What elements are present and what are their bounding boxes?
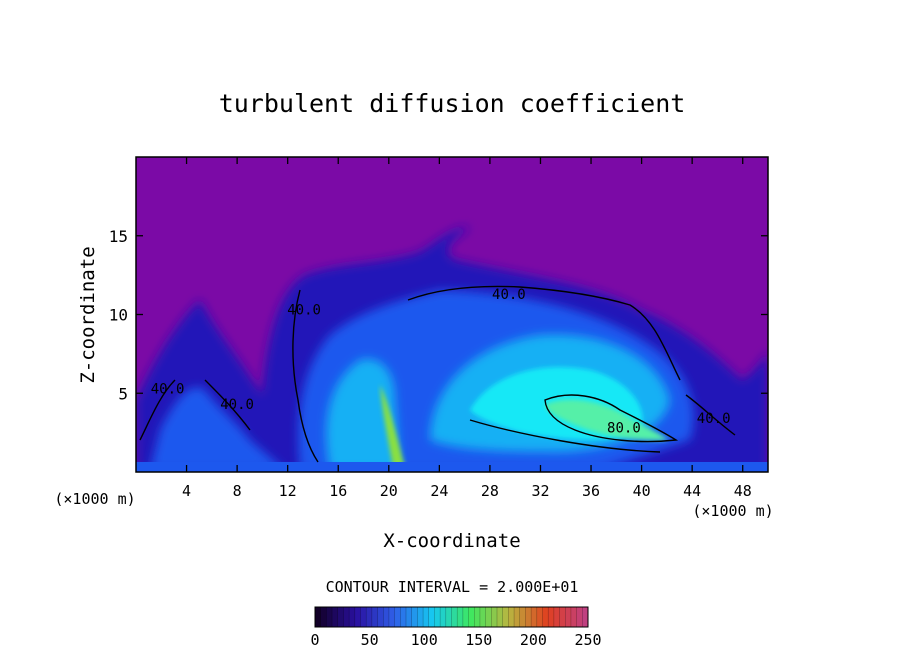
colorbar-cell xyxy=(582,607,589,627)
colorbar-cell xyxy=(377,607,384,627)
colorbar-cell xyxy=(371,607,379,627)
colorbar-cell xyxy=(462,607,470,627)
colorbar-cell xyxy=(423,607,430,627)
x-tick-label: 20 xyxy=(380,482,398,500)
colorbar-cell xyxy=(542,607,549,627)
colorbar-cell xyxy=(559,607,566,627)
x-axis-label: X-coordinate xyxy=(383,530,520,552)
chart-title: turbulent diffusion coefficient xyxy=(219,89,686,118)
contour-interval-label: CONTOUR INTERVAL = 2.000E+01 xyxy=(326,578,579,596)
x-tick-label: 36 xyxy=(582,482,600,500)
colorbar-cell xyxy=(337,607,344,627)
colorbar-cell xyxy=(497,607,504,627)
contour-labels: 40.0 40.0 40.0 40.0 80.0 40.0 xyxy=(151,287,731,437)
contour-label: 40.0 xyxy=(220,397,254,413)
contour-label: 40.0 xyxy=(287,303,321,319)
colorbar-cell xyxy=(360,607,367,627)
colorbar-cell xyxy=(565,607,572,627)
x-tick-label: 16 xyxy=(329,482,347,500)
colorbar-tick-label: 250 xyxy=(574,631,601,649)
contour-lines xyxy=(139,285,736,463)
x-tick-label: 40 xyxy=(633,482,651,500)
colorbar-cell xyxy=(445,607,452,627)
plot-area: 40.0 40.0 40.0 40.0 80.0 40.0 xyxy=(136,157,768,472)
contour-label: 40.0 xyxy=(151,381,185,397)
contour-label: 80.0 xyxy=(607,421,641,437)
colorbar-cell xyxy=(383,607,390,627)
colorbar-cell xyxy=(354,607,361,627)
colorbar-cell xyxy=(434,607,441,627)
colorbar-cell xyxy=(548,607,555,627)
colorbar-cell xyxy=(326,607,333,627)
x-tick-label: 4 xyxy=(182,482,191,500)
colorbar-cell xyxy=(531,607,538,627)
colorbar-cell xyxy=(519,607,526,627)
colorbar-cell xyxy=(553,607,561,627)
x-tick-label: 48 xyxy=(734,482,752,500)
colorbar-tick-label: 150 xyxy=(465,631,492,649)
colorbar-cell xyxy=(343,607,350,627)
field-region-jet xyxy=(380,385,406,472)
colorbar-cell xyxy=(479,607,487,627)
x-tick-label: 24 xyxy=(430,482,448,500)
colorbar-cell xyxy=(366,607,373,627)
colorbar-cell xyxy=(406,607,413,627)
y-axis-label: Z-coordinate xyxy=(77,246,99,383)
colorbar-cell xyxy=(576,607,583,627)
field-region-surface xyxy=(136,462,768,472)
colorbar-tick-label: 100 xyxy=(411,631,438,649)
colorbar-cell xyxy=(400,607,407,627)
x-tick-label: 12 xyxy=(279,482,297,500)
colorbar-cell xyxy=(332,607,339,627)
colorbar-cell xyxy=(525,607,532,627)
diffusion-field xyxy=(136,227,768,472)
colorbar-cell xyxy=(411,607,418,627)
x-axis: 4 8 12 16 20 24 28 32 36 40 44 48 xyxy=(182,157,752,500)
colorbar-cell xyxy=(315,607,322,627)
colorbar-cell xyxy=(514,607,521,627)
colorbar-cell xyxy=(349,607,356,627)
colorbar-cell xyxy=(394,607,401,627)
colorbar-cell xyxy=(468,607,475,627)
colorbar-cell xyxy=(457,607,464,627)
colorbar-cell xyxy=(320,607,327,627)
colorbar-cell xyxy=(428,607,435,627)
x-unit-left: (×1000 m) xyxy=(54,490,135,508)
contour-label: 40.0 xyxy=(697,411,731,427)
colorbar-cell xyxy=(440,607,447,627)
colorbar-cell xyxy=(451,607,458,627)
y-tick-label: 10 xyxy=(109,306,128,325)
colorbar-cell xyxy=(491,607,498,627)
colorbar-cell xyxy=(570,607,578,627)
y-tick-label: 5 xyxy=(118,384,128,403)
colorbar-ticks: 0 50 100 150 200 250 xyxy=(310,631,601,649)
x-tick-label: 28 xyxy=(481,482,499,500)
contour-label: 40.0 xyxy=(492,287,526,303)
colorbar-cell xyxy=(502,607,509,627)
colorbar-tick-label: 200 xyxy=(520,631,547,649)
colorbar-cell xyxy=(474,607,481,627)
x-tick-label: 32 xyxy=(531,482,549,500)
y-axis: 5 10 15 xyxy=(109,227,768,403)
x-tick-label: 8 xyxy=(233,482,242,500)
colorbar-cell xyxy=(508,607,515,627)
colorbar-cell xyxy=(417,607,424,627)
field-region-peak xyxy=(545,399,668,441)
colorbar-cell xyxy=(388,607,396,627)
colorbar-tick-label: 0 xyxy=(310,631,319,649)
colorbar-cell xyxy=(485,607,492,627)
colorbar-tick-label: 50 xyxy=(361,631,379,649)
colorbar-cell xyxy=(536,607,543,627)
colorbar xyxy=(314,606,589,628)
x-unit-right: (×1000 m) xyxy=(692,502,773,520)
x-tick-label: 44 xyxy=(683,482,701,500)
colorbar-frame xyxy=(314,606,589,628)
y-tick-label: 15 xyxy=(109,227,128,246)
